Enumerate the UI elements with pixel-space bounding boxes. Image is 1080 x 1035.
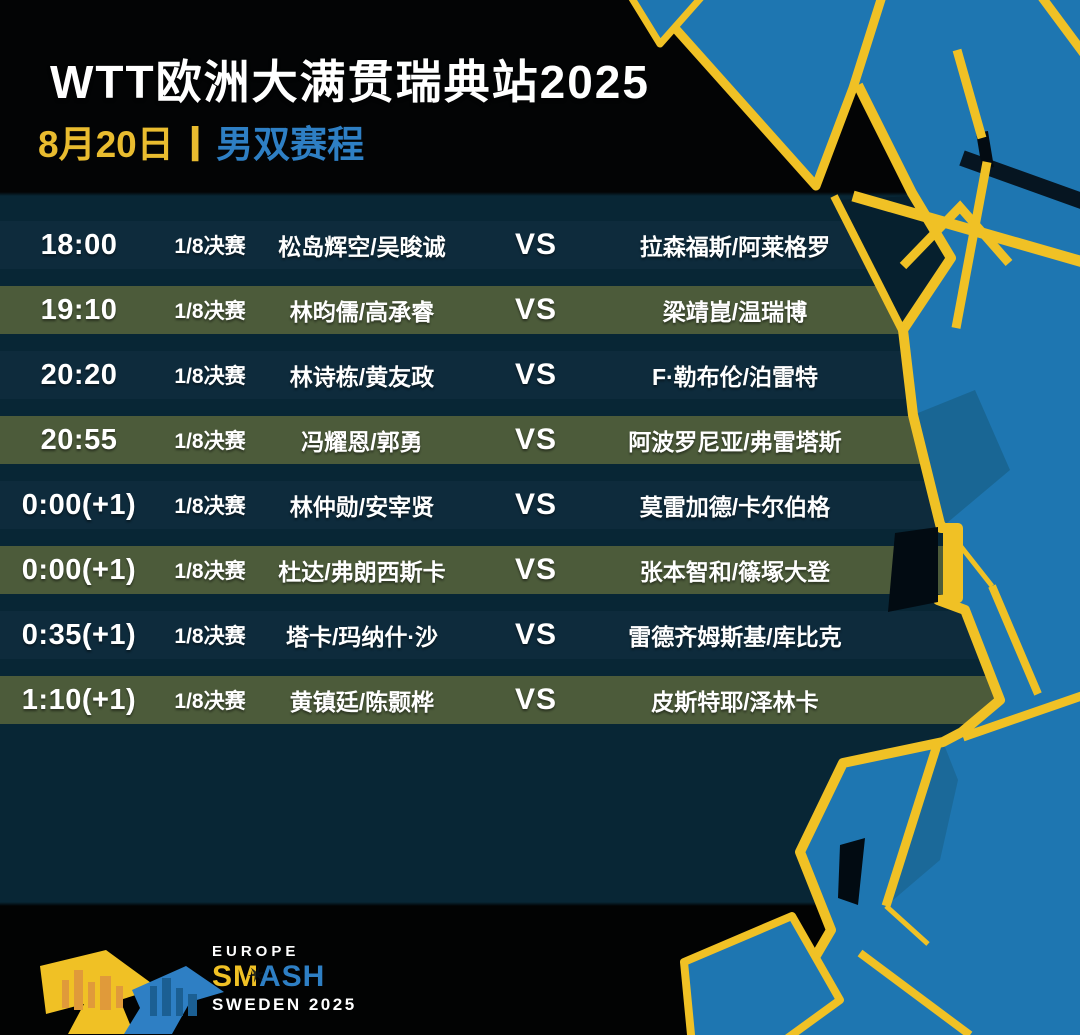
subtitle-event: 男双赛程 xyxy=(216,124,365,165)
pair-left: 林诗栋/黄友政 xyxy=(289,364,435,390)
schedule-table: 18:00 1/8决赛 松岛辉空/吴晙诚 VS 拉森福斯/阿莱格罗 19:10 … xyxy=(0,221,1080,741)
pair-right: F·勒布伦/泊雷特 xyxy=(651,364,819,390)
pair-right: 张本智和/篠塚大登 xyxy=(639,559,831,585)
pair-right: 皮斯特耶/泽林卡 xyxy=(651,689,819,715)
vs-label: VS xyxy=(514,293,558,326)
match-row: 20:20 1/8决赛 林诗栋/黄友政 VS F·勒布伦/泊雷特 xyxy=(0,351,1080,399)
pair-left: 冯耀恩/郭勇 xyxy=(301,429,423,455)
match-round: 1/8决赛 xyxy=(174,365,246,388)
match-row: 20:55 1/8决赛 冯耀恩/郭勇 VS 阿波罗尼亚/弗雷塔斯 xyxy=(0,416,1080,464)
match-round: 1/8决赛 xyxy=(174,495,246,518)
pair-right: 莫雷加德/卡尔伯格 xyxy=(639,494,831,520)
match-round: 1/8决赛 xyxy=(174,430,246,453)
pair-right: 阿波罗尼亚/弗雷塔斯 xyxy=(628,429,842,455)
pair-right: 梁靖崑/温瑞博 xyxy=(662,299,808,325)
match-time: 18:00 xyxy=(40,228,118,261)
event-logo: EUROPE SMASH ✶ SWEDEN 2025 xyxy=(28,938,388,1035)
vs-label: VS xyxy=(514,423,558,456)
match-row: 0:00(+1) 1/8决赛 林仲勋/安宰贤 VS 莫雷加德/卡尔伯格 xyxy=(0,481,1080,529)
match-row: 0:00(+1) 1/8决赛 杜达/弗朗西斯卡 VS 张本智和/篠塚大登 xyxy=(0,546,1080,594)
match-row: 0:35(+1) 1/8决赛 塔卡/玛纳什·沙 VS 雷德齐姆斯基/库比克 xyxy=(0,611,1080,659)
match-time: 0:00(+1) xyxy=(21,488,137,521)
pair-left: 塔卡/玛纳什·沙 xyxy=(285,624,439,650)
match-time: 20:20 xyxy=(40,358,118,391)
match-time: 19:10 xyxy=(40,293,118,326)
divider-bar: | xyxy=(187,120,203,161)
vs-label: VS xyxy=(514,683,558,716)
vs-label: VS xyxy=(514,553,558,586)
logo-sweden: SWEDEN 2025 xyxy=(212,995,357,1014)
match-row: 18:00 1/8决赛 松岛辉空/吴晙诚 VS 拉森福斯/阿莱格罗 xyxy=(0,221,1080,269)
pair-left: 松岛辉空/吴晙诚 xyxy=(278,234,446,260)
match-time: 0:35(+1) xyxy=(21,618,137,651)
match-round: 1/8决赛 xyxy=(174,625,246,648)
vs-label: VS xyxy=(514,488,558,521)
pair-right: 拉森福斯/阿莱格罗 xyxy=(639,234,831,260)
logo-flag-blue-icon xyxy=(124,966,224,1034)
pair-left: 林仲勋/安宰贤 xyxy=(289,494,435,520)
match-row: 19:10 1/8决赛 林昀儒/高承睿 VS 梁靖崑/温瑞博 xyxy=(0,286,1080,334)
logo-smash-left: SM xyxy=(212,960,259,993)
logo-flags-icon xyxy=(40,950,224,1034)
pair-right: 雷德齐姆斯基/库比克 xyxy=(628,624,842,650)
match-round: 1/8决赛 xyxy=(174,300,246,323)
match-row: 1:10(+1) 1/8决赛 黄镇廷/陈颢桦 VS 皮斯特耶/泽林卡 xyxy=(0,676,1080,724)
subtitle: 8月20日 | 男双赛程 xyxy=(38,116,364,166)
match-round: 1/8决赛 xyxy=(174,690,246,713)
pair-left: 杜达/弗朗西斯卡 xyxy=(278,559,446,585)
pair-left: 黄镇廷/陈颢桦 xyxy=(289,689,435,715)
match-time: 1:10(+1) xyxy=(21,683,137,716)
logo-smash-right: ASH xyxy=(259,960,326,993)
match-time: 0:00(+1) xyxy=(21,553,137,586)
page-title: WTT欧洲大满贯瑞典站2025 xyxy=(50,56,650,108)
logo-flag-yellow-icon xyxy=(40,950,158,1034)
vs-label: VS xyxy=(514,618,558,651)
pair-left: 林昀儒/高承睿 xyxy=(289,299,435,325)
match-round: 1/8决赛 xyxy=(174,235,246,258)
logo-europe: EUROPE xyxy=(212,943,300,960)
subtitle-date: 8月20日 xyxy=(38,124,174,165)
logo-text: EUROPE SMASH ✶ SWEDEN 2025 xyxy=(212,944,357,1013)
vs-label: VS xyxy=(514,228,558,261)
logo-smash: SMASH ✶ xyxy=(212,959,357,993)
match-time: 20:55 xyxy=(40,423,118,456)
vs-label: VS xyxy=(514,358,558,391)
match-round: 1/8决赛 xyxy=(174,560,246,583)
